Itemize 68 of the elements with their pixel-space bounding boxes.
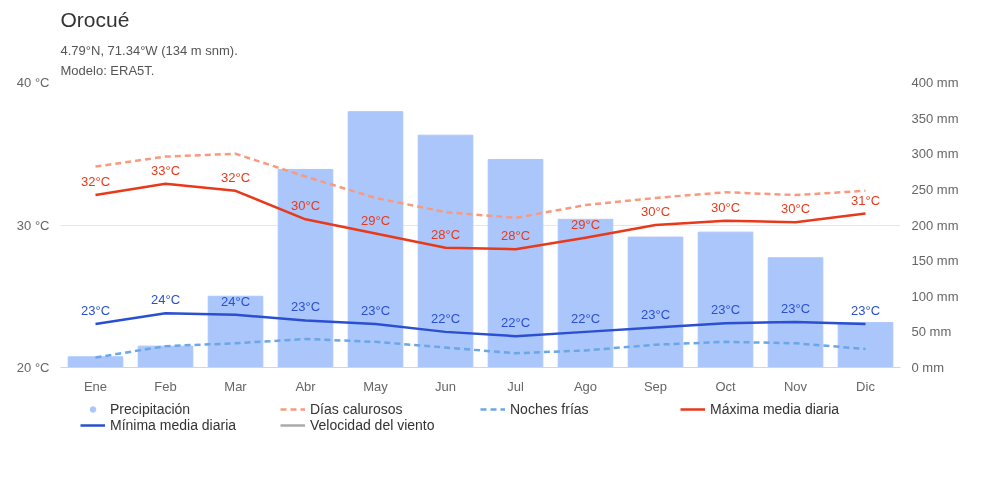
bar bbox=[417, 134, 474, 368]
bar bbox=[347, 111, 404, 368]
data-label: 29°C bbox=[360, 212, 391, 228]
data-label: 30°C bbox=[780, 201, 811, 217]
data-label: 33°C bbox=[150, 162, 181, 178]
data-label: 28°C bbox=[500, 228, 531, 244]
bar bbox=[767, 257, 824, 368]
bar bbox=[697, 231, 754, 368]
x-tick-label: Ene bbox=[83, 378, 108, 394]
x-tick-label: Nov bbox=[783, 378, 808, 394]
x-tick-label: Oct bbox=[715, 378, 736, 394]
x-tick-label: Abr bbox=[295, 378, 317, 394]
data-label: 23°C bbox=[290, 299, 321, 315]
y2-tick-label: 250 mm bbox=[911, 181, 959, 197]
data-label: 23°C bbox=[640, 306, 671, 322]
y2-tick-label: 300 mm bbox=[911, 146, 959, 162]
x-tick-label: Jul bbox=[507, 378, 524, 394]
data-label: 28°C bbox=[430, 226, 461, 242]
data-label: 23°C bbox=[710, 302, 741, 318]
data-label: 23°C bbox=[80, 303, 111, 319]
y2-tick-label: 100 mm bbox=[911, 288, 959, 304]
bar bbox=[137, 345, 194, 368]
y2-tick-label: 0 mm bbox=[911, 360, 944, 375]
y2-tick-label: 50 mm bbox=[911, 324, 952, 340]
data-label: 31°C bbox=[850, 192, 881, 208]
y-tick-label: 40 °C bbox=[16, 75, 50, 90]
data-label: 30°C bbox=[710, 199, 741, 215]
legend-label: Máxima media diaria bbox=[710, 401, 841, 417]
legend-label: Mínima media diaria bbox=[110, 417, 238, 433]
data-label: 23°C bbox=[780, 300, 811, 316]
bar bbox=[277, 168, 334, 368]
data-label: 32°C bbox=[220, 169, 251, 185]
x-tick-label: Ago bbox=[573, 378, 598, 394]
data-label: 24°C bbox=[220, 293, 251, 309]
data-label: 32°C bbox=[80, 174, 111, 190]
y-tick-label: 20 °C bbox=[16, 360, 50, 375]
data-label: 22°C bbox=[500, 315, 531, 331]
data-label: 23°C bbox=[850, 303, 881, 319]
bar bbox=[837, 322, 894, 368]
x-tick-label: Mar bbox=[224, 378, 248, 394]
y2-tick-label: 200 mm bbox=[911, 217, 959, 233]
data-label: 30°C bbox=[290, 198, 321, 214]
data-label: 30°C bbox=[640, 204, 671, 219]
bar bbox=[487, 158, 544, 368]
data-label: 22°C bbox=[570, 310, 601, 326]
x-tick-label: May bbox=[363, 378, 389, 394]
legend-label: Velocidad del viento bbox=[310, 417, 436, 433]
chart-subtitle: 4.79°N, 71.34°W (134 m snm). Modelo: ERA5T. bbox=[60, 43, 238, 78]
y-tick-label: 30 °C bbox=[16, 217, 50, 233]
y2-tick-label: 400 mm bbox=[911, 75, 959, 90]
y2-tick-label: 150 mm bbox=[911, 253, 959, 269]
y2-tick-label: 350 mm bbox=[911, 110, 959, 126]
legend-label: Precipitación bbox=[110, 401, 192, 417]
x-tick-label: Feb bbox=[154, 378, 177, 394]
bar bbox=[67, 356, 124, 368]
data-label: 23°C bbox=[360, 303, 391, 319]
chart-title: Orocué bbox=[60, 7, 130, 31]
legend-label: Días calurosos bbox=[310, 401, 404, 417]
line-series bbox=[94, 337, 867, 359]
x-tick-label: Jun bbox=[435, 378, 456, 394]
data-label: 24°C bbox=[150, 292, 181, 308]
x-tick-label: Dic bbox=[856, 378, 876, 394]
bar bbox=[627, 236, 684, 368]
data-label: 22°C bbox=[430, 310, 461, 326]
legend-label: Noches frías bbox=[510, 401, 590, 417]
bar bbox=[557, 218, 614, 368]
data-label: 29°C bbox=[570, 216, 601, 232]
x-tick-label: Sep bbox=[643, 378, 668, 394]
